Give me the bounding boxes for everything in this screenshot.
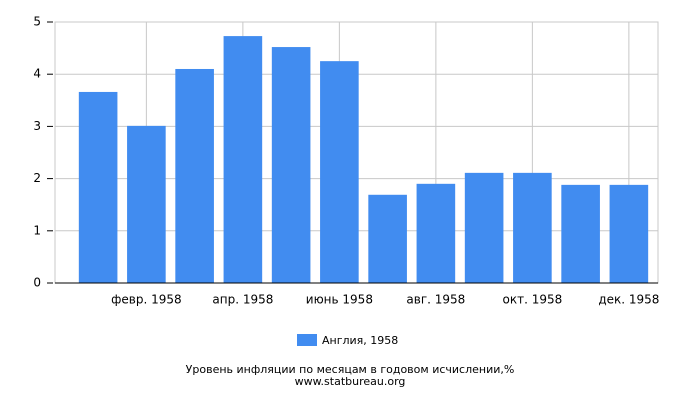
bar bbox=[223, 36, 263, 284]
bar bbox=[513, 172, 552, 283]
chart-title: Уровень инфляции по месяцам в годовом ис… bbox=[186, 363, 515, 376]
x-tick-label: июнь 1958 bbox=[306, 293, 373, 307]
bar bbox=[464, 172, 504, 283]
bar bbox=[561, 184, 600, 283]
bar bbox=[271, 47, 311, 283]
y-tick-label: 4 bbox=[33, 67, 41, 81]
y-tick-label: 5 bbox=[33, 15, 41, 29]
bar bbox=[78, 91, 118, 283]
legend-swatch bbox=[297, 334, 317, 346]
legend-label: Англия, 1958 bbox=[322, 334, 398, 347]
x-tick-label: окт. 1958 bbox=[503, 293, 563, 307]
x-tick-label: авг. 1958 bbox=[406, 293, 465, 307]
x-tick-label: дек. 1958 bbox=[598, 293, 659, 307]
y-tick-label: 1 bbox=[33, 223, 41, 237]
chart-subtitle: www.statbureau.org bbox=[295, 375, 406, 388]
bar bbox=[127, 125, 166, 284]
bar bbox=[368, 194, 407, 283]
y-tick-label: 0 bbox=[33, 276, 41, 290]
bar bbox=[416, 183, 456, 283]
bar bbox=[609, 184, 649, 283]
y-tick-label: 3 bbox=[33, 119, 41, 133]
bar bbox=[175, 68, 214, 283]
bar bbox=[320, 61, 359, 284]
x-tick-label: февр. 1958 bbox=[111, 293, 182, 307]
y-tick-label: 2 bbox=[33, 171, 41, 185]
x-tick-label: апр. 1958 bbox=[212, 293, 273, 307]
